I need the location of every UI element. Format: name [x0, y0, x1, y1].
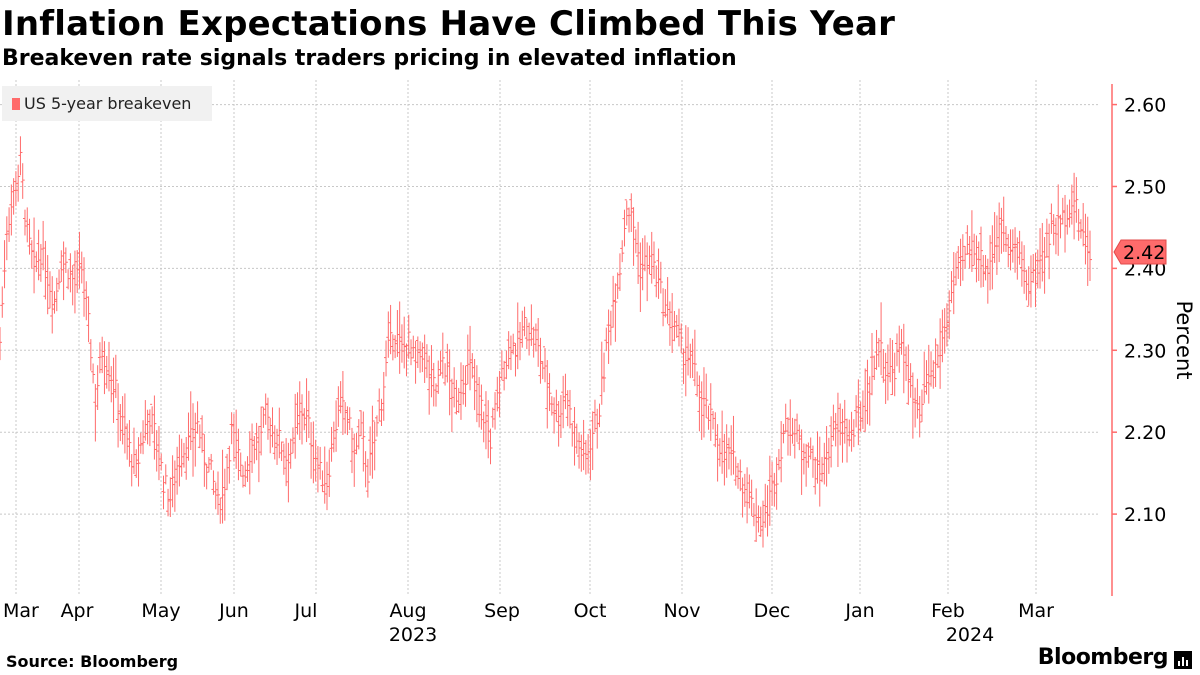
x-year-label: 2023 [389, 624, 437, 646]
x-tick-label: Jan [844, 600, 874, 622]
x-tick-label: Nov [663, 600, 700, 622]
x-tick-label: Feb [931, 600, 965, 622]
x-tick-label: Dec [754, 600, 791, 622]
legend: US 5-year breakeven [2, 86, 212, 121]
x-tick-label: Mar [1018, 600, 1054, 622]
x-tick-label: Sep [484, 600, 520, 622]
chart-title: Inflation Expectations Have Climbed This… [2, 4, 896, 44]
y-tick-label: 2.20 [1124, 422, 1166, 444]
x-tick-label: Jun [218, 600, 249, 622]
y-tick-label: 2.60 [1124, 95, 1166, 117]
x-year-label: 2024 [946, 624, 994, 646]
x-tick-label: May [141, 600, 180, 622]
x-tick-label: Mar [3, 600, 39, 622]
y-axis-title: Percent [1172, 300, 1196, 379]
last-value-label: 2.42 [1123, 242, 1165, 264]
x-tick-label: Jul [294, 600, 318, 622]
x-tick-label: Aug [389, 600, 426, 622]
source-note: Source: Bloomberg [6, 652, 179, 671]
y-tick-label: 2.50 [1124, 176, 1166, 198]
brand-logo: Bloomberg [1038, 645, 1192, 670]
brand-name: Bloomberg [1037, 645, 1169, 670]
y-tick-label: 2.30 [1124, 340, 1166, 362]
legend-swatch [12, 97, 20, 110]
x-tick-label: Apr [61, 600, 94, 622]
last-value-callout [1113, 239, 1167, 265]
x-tick-label: Oct [574, 600, 607, 622]
y-tick-label: 2.10 [1124, 504, 1166, 526]
chart-subtitle: Breakeven rate signals traders pricing i… [2, 46, 737, 71]
bloomberg-terminal-icon [1174, 650, 1192, 669]
legend-label: US 5-year breakeven [24, 94, 192, 113]
